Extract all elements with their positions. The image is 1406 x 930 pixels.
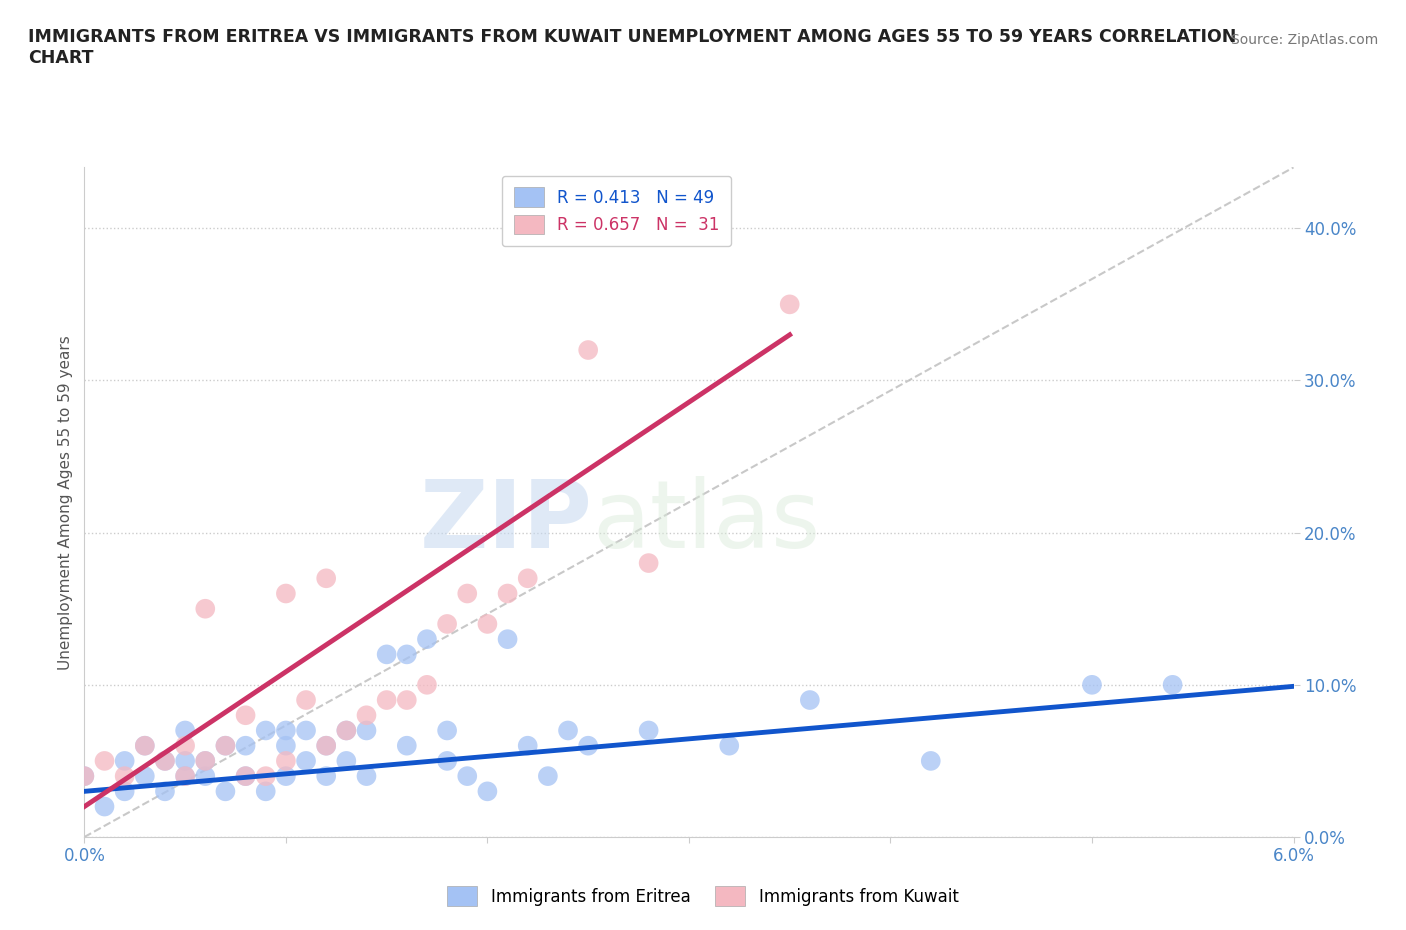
- Point: [315, 738, 337, 753]
- Point: [779, 297, 801, 312]
- Point: [637, 723, 659, 737]
- Point: [114, 769, 136, 784]
- Point: [718, 738, 741, 753]
- Point: [235, 769, 257, 784]
- Point: [73, 769, 96, 784]
- Point: [153, 784, 176, 799]
- Point: [134, 769, 156, 784]
- Point: [295, 723, 318, 737]
- Point: [1081, 677, 1104, 692]
- Point: [194, 769, 217, 784]
- Point: [436, 723, 458, 737]
- Point: [436, 753, 458, 768]
- Point: [496, 631, 519, 646]
- Point: [315, 738, 337, 753]
- Point: [174, 738, 197, 753]
- Point: [274, 723, 297, 737]
- Text: atlas: atlas: [592, 476, 821, 568]
- Point: [235, 708, 257, 723]
- Point: [395, 693, 418, 708]
- Point: [93, 799, 115, 814]
- Point: [274, 738, 297, 753]
- Point: [315, 571, 337, 586]
- Point: [254, 769, 277, 784]
- Legend: R = 0.413   N = 49, R = 0.657   N =  31: R = 0.413 N = 49, R = 0.657 N = 31: [502, 176, 731, 246]
- Point: [799, 693, 821, 708]
- Point: [174, 769, 197, 784]
- Point: [254, 723, 277, 737]
- Point: [637, 555, 659, 570]
- Point: [174, 723, 197, 737]
- Point: [356, 769, 378, 784]
- Point: [214, 738, 236, 753]
- Text: IMMIGRANTS FROM ERITREA VS IMMIGRANTS FROM KUWAIT UNEMPLOYMENT AMONG AGES 55 TO : IMMIGRANTS FROM ERITREA VS IMMIGRANTS FR…: [28, 28, 1236, 67]
- Point: [576, 342, 599, 357]
- Point: [73, 769, 96, 784]
- Point: [174, 753, 197, 768]
- Point: [496, 586, 519, 601]
- Point: [214, 784, 236, 799]
- Point: [335, 723, 357, 737]
- Point: [114, 784, 136, 799]
- Point: [134, 738, 156, 753]
- Point: [274, 586, 297, 601]
- Point: [516, 571, 538, 586]
- Point: [254, 784, 277, 799]
- Point: [1161, 677, 1184, 692]
- Point: [114, 753, 136, 768]
- Point: [477, 617, 499, 631]
- Point: [153, 753, 176, 768]
- Point: [194, 753, 217, 768]
- Point: [477, 784, 499, 799]
- Point: [456, 769, 478, 784]
- Point: [537, 769, 560, 784]
- Point: [557, 723, 579, 737]
- Point: [356, 723, 378, 737]
- Point: [395, 647, 418, 662]
- Point: [315, 769, 337, 784]
- Point: [416, 677, 439, 692]
- Point: [335, 723, 357, 737]
- Point: [295, 753, 318, 768]
- Text: ZIP: ZIP: [419, 476, 592, 568]
- Point: [576, 738, 599, 753]
- Point: [174, 769, 197, 784]
- Point: [194, 753, 217, 768]
- Point: [194, 602, 217, 617]
- Point: [516, 738, 538, 753]
- Point: [456, 586, 478, 601]
- Point: [416, 631, 439, 646]
- Point: [274, 769, 297, 784]
- Point: [235, 769, 257, 784]
- Point: [375, 647, 398, 662]
- Point: [214, 738, 236, 753]
- Point: [153, 753, 176, 768]
- Point: [436, 617, 458, 631]
- Point: [395, 738, 418, 753]
- Point: [134, 738, 156, 753]
- Point: [295, 693, 318, 708]
- Point: [274, 753, 297, 768]
- Point: [375, 693, 398, 708]
- Point: [335, 753, 357, 768]
- Point: [235, 738, 257, 753]
- Point: [920, 753, 942, 768]
- Legend: Immigrants from Eritrea, Immigrants from Kuwait: Immigrants from Eritrea, Immigrants from…: [440, 880, 966, 912]
- Point: [93, 753, 115, 768]
- Y-axis label: Unemployment Among Ages 55 to 59 years: Unemployment Among Ages 55 to 59 years: [58, 335, 73, 670]
- Point: [356, 708, 378, 723]
- Text: Source: ZipAtlas.com: Source: ZipAtlas.com: [1230, 33, 1378, 46]
